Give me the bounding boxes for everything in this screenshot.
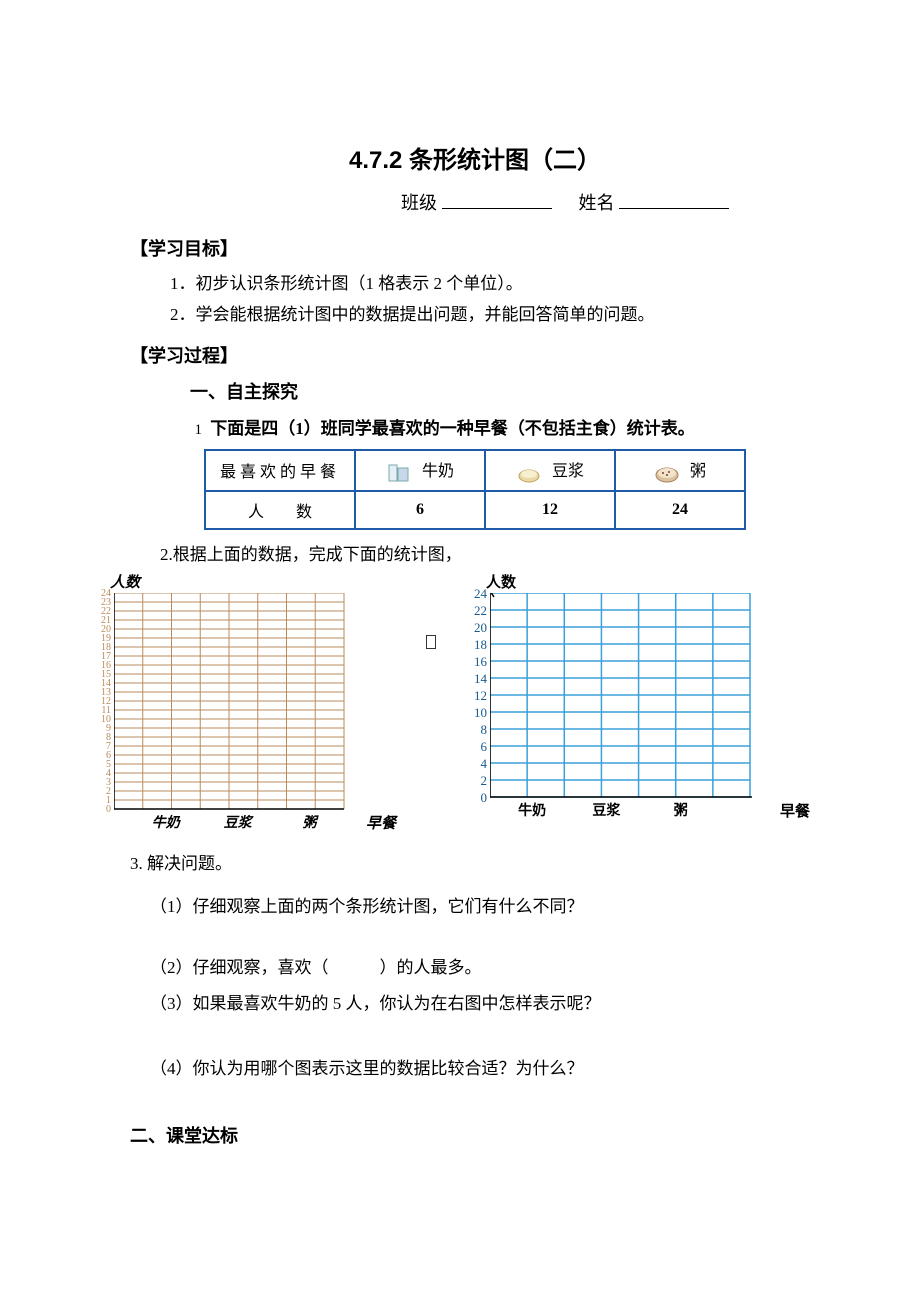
col-porridge-label: 粥 — [690, 463, 706, 480]
ytick-label: 6 — [462, 739, 487, 755]
q3-item-2: （2）仔细观察，喜欢（ ）的人最多。 — [150, 955, 820, 981]
ytick-label: 0 — [462, 790, 487, 806]
student-info: 班级 姓名 — [130, 189, 820, 215]
chart-x-title: 早餐 — [780, 800, 810, 821]
q1-text: 下面是四（1）班同学最喜欢的一种早餐（不包括主食）统计表。 — [210, 419, 695, 438]
col-soymilk: 豆浆 — [485, 450, 615, 490]
xcat-label: 豆浆 — [213, 812, 263, 832]
xcat-label: 粥 — [284, 812, 334, 832]
class-blank[interactable] — [442, 191, 552, 209]
breakfast-table: 最喜欢的早餐 牛奶 豆浆 粥 人 数 6 — [204, 449, 746, 529]
xcat-label: 粥 — [656, 800, 706, 820]
xcat-label: 牛奶 — [141, 812, 191, 832]
objective-2: 2．学会能根据统计图中的数据提出问题，并能回答简单的问题。 — [130, 300, 820, 331]
chart-left: 人数24232221201918171615141312111098765432… — [90, 571, 414, 839]
table-header-row: 最喜欢的早餐 牛奶 豆浆 粥 — [205, 450, 745, 490]
section-2-heading: 二、课堂达标 — [130, 1122, 820, 1148]
ytick-label: 2 — [462, 773, 487, 789]
ytick-label: 14 — [462, 671, 487, 687]
q3-item-1: （1）仔细观察上面的两个条形统计图，它们有什么不同？ — [150, 894, 820, 920]
ytick-label: 20 — [462, 620, 487, 636]
ytick-label: 22 — [462, 603, 487, 619]
page-marker-icon — [426, 635, 436, 649]
row-label: 人 数 — [205, 491, 355, 529]
chart-x-title: 早餐 — [366, 812, 396, 833]
page-title: 4.7.2 条形统计图（二） — [130, 140, 820, 175]
porridge-icon — [654, 462, 680, 484]
chart-right: 人数242220181614121086420牛奶豆浆粥早餐 — [462, 571, 820, 827]
q2-text: 2.根据上面的数据，完成下面的统计图， — [160, 540, 820, 565]
col-soymilk-label: 豆浆 — [552, 463, 584, 480]
q3-block: 3. 解决问题。 （1）仔细观察上面的两个条形统计图，它们有什么不同？ （2）仔… — [130, 849, 820, 1082]
ytick-label: 0 — [90, 804, 111, 815]
objective-1: 1．初步认识条形统计图（1 格表示 2 个单位）。 — [130, 269, 820, 300]
objectives-heading: 【学习目标】 — [130, 235, 820, 261]
process-heading: 【学习过程】 — [130, 342, 820, 368]
xcat-label: 牛奶 — [507, 800, 557, 820]
chart-y-title: 人数 — [486, 571, 516, 592]
val-soymilk: 12 — [485, 491, 615, 529]
class-label: 班级 — [401, 193, 437, 213]
section-1-heading: 一、自主探究 — [130, 378, 820, 404]
q3-number: 3. — [130, 854, 143, 873]
q1-number: 1 — [170, 422, 206, 439]
ytick-label: 24 — [462, 586, 487, 602]
name-blank[interactable] — [619, 191, 729, 209]
ytick-label: 18 — [462, 637, 487, 653]
ytick-label: 8 — [462, 722, 487, 738]
q3-heading: 解决问题。 — [147, 854, 232, 873]
table-data-row: 人 数 6 12 24 — [205, 491, 745, 529]
col-porridge: 粥 — [615, 450, 745, 490]
xcat-label: 豆浆 — [581, 800, 631, 820]
chart-y-title: 人数 — [110, 571, 140, 592]
ytick-label: 10 — [462, 705, 487, 721]
q3-item-4: （4）你认为用哪个图表示这里的数据比较合适？为什么？ — [150, 1056, 820, 1082]
val-milk: 6 — [355, 491, 485, 529]
soymilk-icon — [516, 462, 542, 484]
q3-item-3: （3）如果最喜欢牛奶的 5 人，你认为在右图中怎样表示呢？ — [150, 991, 820, 1017]
val-porridge: 24 — [615, 491, 745, 529]
col-milk-label: 牛奶 — [422, 463, 454, 480]
ytick-label: 16 — [462, 654, 487, 670]
ytick-label: 4 — [462, 756, 487, 772]
milk-icon — [386, 462, 412, 484]
charts-container: 人数24232221201918171615141312111098765432… — [90, 571, 820, 839]
name-label: 姓名 — [579, 193, 615, 213]
worksheet-page: 4.7.2 条形统计图（二） 班级 姓名 【学习目标】 1．初步认识条形统计图（… — [0, 0, 920, 1208]
col-milk: 牛奶 — [355, 450, 485, 490]
ytick-label: 12 — [462, 688, 487, 704]
header-label: 最喜欢的早餐 — [205, 450, 355, 490]
